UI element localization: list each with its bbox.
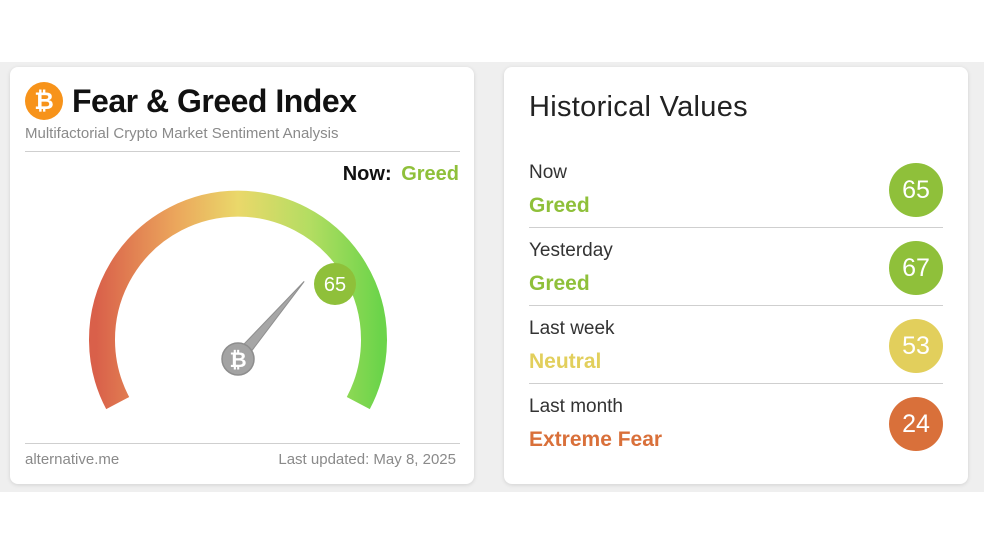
gauge-value-bubble	[314, 263, 356, 305]
history-row-last-week: Last week Neutral 53	[529, 306, 943, 384]
gauge-hub	[221, 342, 255, 376]
row-divider	[529, 383, 943, 384]
bitcoin-logo-icon: ₿	[25, 82, 63, 120]
history-row-yesterday: Yesterday Greed 67	[529, 228, 943, 306]
gauge-hub-bitcoin-icon: ₿	[229, 348, 246, 372]
last-updated: Last updated: May 8, 2025	[278, 451, 456, 468]
history-period: Now	[529, 162, 568, 183]
now-label: Now:	[342, 163, 392, 185]
divider	[25, 151, 460, 152]
history-row-last-month: Last month Extreme Fear 24	[529, 384, 943, 462]
history-classification: Extreme Fear	[529, 428, 663, 451]
history-period: Last month	[529, 396, 623, 417]
row-divider	[529, 305, 943, 306]
history-value-circle: 65	[889, 163, 943, 217]
historical-title: Historical Values	[529, 91, 748, 123]
card-title: Fear & Greed Index	[72, 83, 357, 119]
history-period: Last week	[529, 318, 615, 339]
footer-divider	[25, 443, 460, 444]
history-classification: Neutral	[529, 350, 602, 373]
gauge: ₿ 65	[89, 190, 387, 410]
history-classification: Greed	[529, 194, 590, 217]
row-divider	[529, 227, 943, 228]
now-value: Greed	[401, 163, 459, 185]
history-value-circle: 53	[889, 319, 943, 373]
source-link[interactable]: alternative.me	[25, 451, 120, 468]
card-subtitle: Multifactorial Crypto Market Sentiment A…	[25, 125, 339, 142]
history-row-now: Now Greed 65	[529, 150, 943, 228]
historical-values-card: Historical Values Now Greed 65 Yesterday…	[504, 67, 968, 484]
history-period: Yesterday	[529, 240, 613, 261]
fear-greed-card: ₿ Fear & Greed Index Multifactorial Cryp…	[10, 67, 474, 484]
now-status: Now: Greed	[343, 163, 459, 186]
history-classification: Greed	[529, 272, 590, 295]
gauge-value-text: 65	[324, 274, 346, 296]
history-value-circle: 24	[889, 397, 943, 451]
history-value-circle: 67	[889, 241, 943, 295]
gauge-arc	[89, 190, 387, 410]
